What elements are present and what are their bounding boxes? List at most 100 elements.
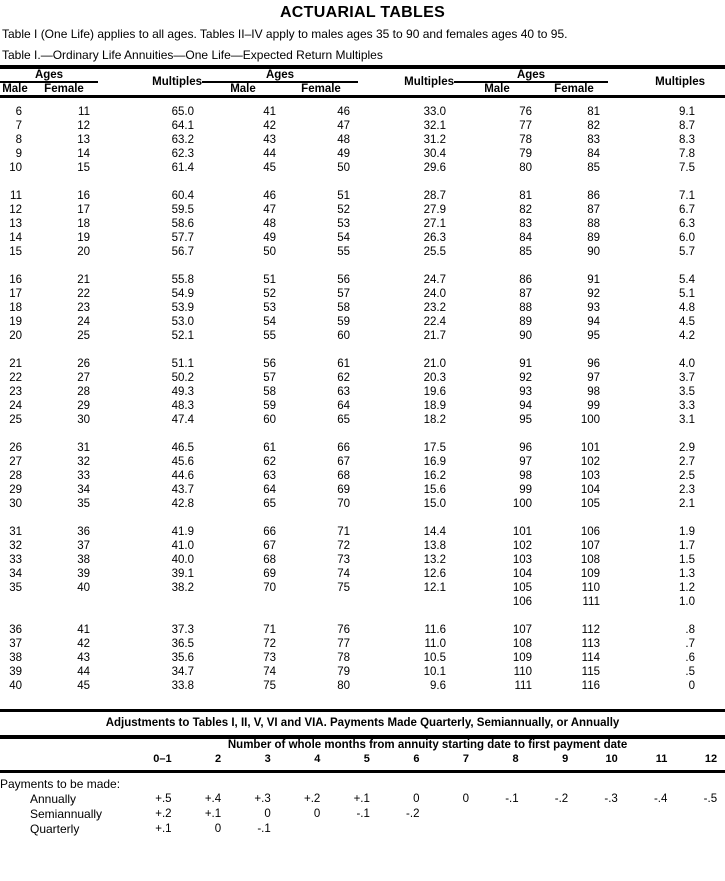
table-cell: 33.8 [171, 679, 194, 692]
multiples-header-3: Multiples [655, 76, 705, 88]
adjustment-value: +.3 [254, 792, 271, 805]
table-cell: 88 [519, 301, 532, 314]
spacer-row [0, 511, 725, 525]
adjustment-row: Quarterly +.1 0 -.1 [0, 822, 725, 837]
table-cell: 19.6 [423, 385, 446, 398]
table-cell: 74 [337, 567, 350, 580]
table-cell: 110 [581, 581, 600, 594]
table-cell: 45 [77, 679, 90, 692]
table-cell: 12.1 [423, 581, 446, 594]
table-row: 27 32 45.6 62 67 16.9 97 102 2.7 [0, 455, 725, 469]
table-row: 25 30 47.4 60 65 18.2 95 100 3.1 [0, 413, 725, 427]
table-cell: 70 [337, 497, 350, 510]
table-cell: 10.5 [423, 651, 446, 664]
table-cell: 38 [9, 651, 22, 664]
table-cell: 80 [519, 161, 532, 174]
table-cell: 51 [263, 273, 276, 286]
table-cell: 82 [587, 119, 600, 132]
table-cell: 53.9 [171, 301, 194, 314]
table-cell: 46.5 [171, 441, 194, 454]
table-cell: 57.7 [171, 231, 194, 244]
table-cell: 70 [263, 581, 276, 594]
spacer-row [0, 609, 725, 623]
multiples-header-2: Multiples [404, 76, 454, 88]
adjustment-value: +.1 [353, 792, 370, 805]
table-cell: 97 [587, 371, 600, 384]
table-row: 17 22 54.9 52 57 24.0 87 92 5.1 [0, 287, 725, 301]
table-cell: 32 [9, 539, 22, 552]
table-cell: .6 [685, 651, 695, 664]
divider-double-rule [0, 734, 725, 739]
table-cell: 56 [263, 357, 276, 370]
table-row: 12 17 59.5 47 52 27.9 82 87 6.7 [0, 203, 725, 217]
table-cell: 7.1 [679, 189, 695, 202]
table-cell: 53 [337, 217, 350, 230]
adjustment-value: +.2 [304, 792, 321, 805]
table-cell: 23 [77, 301, 90, 314]
table-cell: 66 [337, 441, 350, 454]
table-cell: 33.0 [423, 105, 446, 118]
table-cell: 39 [77, 567, 90, 580]
spacer-row [0, 259, 725, 273]
table-cell: 54.9 [171, 287, 194, 300]
month-column-header: 10 [605, 752, 618, 765]
table-cell: 24.0 [423, 287, 446, 300]
adjustment-value: -.2 [406, 807, 420, 820]
table-cell: 31 [9, 525, 22, 538]
table-cell: 50 [263, 245, 276, 258]
adjustment-value: +.2 [155, 807, 172, 820]
table-cell: 12 [9, 203, 22, 216]
table-row: 8 13 63.2 43 48 31.2 78 83 8.3 [0, 133, 725, 147]
payment-frequency-label: Semiannually [30, 806, 103, 821]
spacer-row [0, 693, 725, 709]
table-cell: 55 [337, 245, 350, 258]
table-cell: 39.1 [171, 567, 194, 580]
empty-header-cell [0, 752, 130, 772]
male-header-3: Male [484, 83, 510, 95]
table-row: 6 11 65.0 41 46 33.0 76 81 9.1 [0, 105, 725, 119]
table-cell: 2.5 [679, 469, 695, 482]
table-cell: 2.3 [679, 483, 695, 496]
table-cell: 57 [337, 287, 350, 300]
table-cell: 18 [77, 217, 90, 230]
table-cell: 50 [337, 161, 350, 174]
adjustment-value: -.3 [604, 792, 618, 805]
table-cell: 55.8 [171, 273, 194, 286]
table-cell: 111 [514, 679, 532, 692]
table-cell: 109 [580, 567, 600, 580]
male-header-1: Male [2, 83, 28, 95]
table-row: 37 42 36.5 72 77 11.0 108 113 .7 [0, 637, 725, 651]
table-cell: 19 [77, 231, 90, 244]
adjustment-value [527, 807, 577, 822]
table-cell: 39 [9, 665, 22, 678]
table-cell: 2.1 [679, 497, 695, 510]
table-cell: 9 [15, 147, 22, 160]
table-cell: 37 [9, 637, 22, 650]
table-cell: 42.8 [171, 497, 194, 510]
table-cell: 6.0 [679, 231, 695, 244]
table-row: 23 28 49.3 58 63 19.6 93 98 3.5 [0, 385, 725, 399]
adjustment-row: Semiannually +.2 +.1 0 0 -.1 -.2 [0, 807, 725, 822]
table-cell: 87 [587, 203, 600, 216]
table-cell: 27 [77, 371, 90, 384]
table-cell: 19 [9, 315, 22, 328]
table-cell: 5.1 [679, 287, 695, 300]
table-cell: 47 [337, 119, 350, 132]
table-cell: 30.4 [423, 147, 446, 160]
table-cell: 42 [77, 637, 90, 650]
table-cell: 8.7 [679, 119, 695, 132]
table-cell: 84 [519, 231, 532, 244]
table-cell: 55 [263, 329, 276, 342]
adjustment-value [477, 807, 527, 822]
table-cell: 105 [580, 497, 600, 510]
table-cell: 61 [263, 441, 276, 454]
table-cell: 59 [337, 315, 350, 328]
adjustment-value: -.4 [653, 792, 668, 805]
adjustment-value [576, 807, 626, 822]
month-column-header: 7 [462, 752, 470, 765]
table-cell: 32 [77, 455, 90, 468]
table-cell: 17 [77, 203, 90, 216]
table-cell: 56 [337, 273, 350, 286]
table-cell: 75 [263, 679, 276, 692]
table-cell: 105 [512, 581, 532, 594]
